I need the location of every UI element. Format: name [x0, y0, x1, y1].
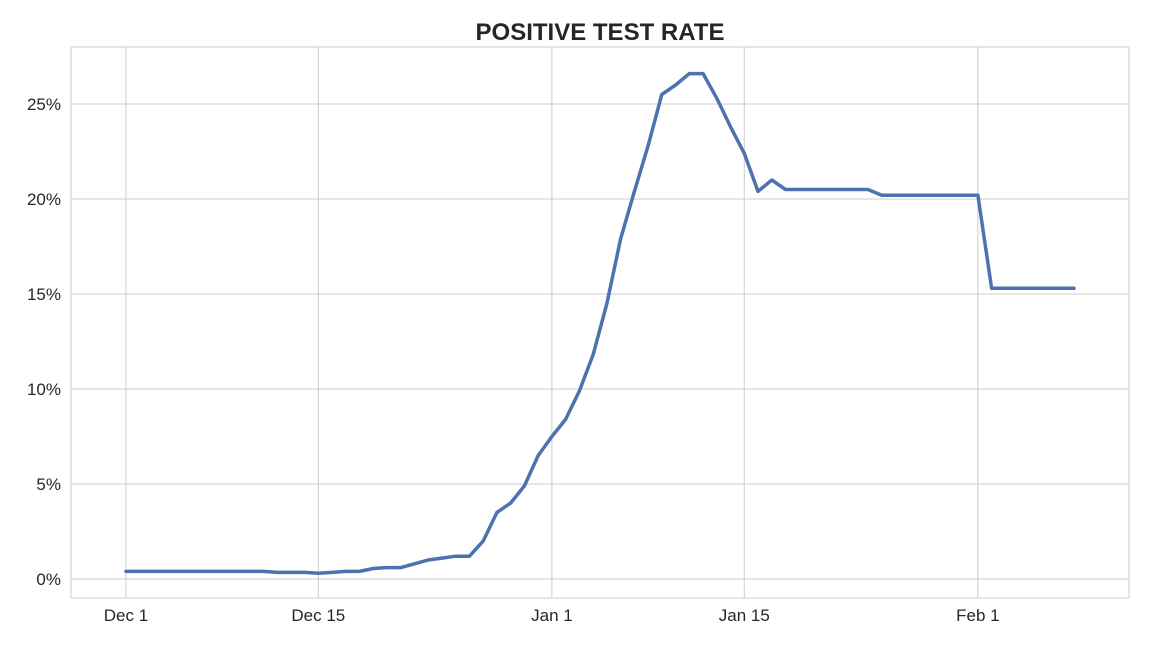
y-tick-label: 10%: [27, 380, 61, 399]
x-tick-label: Jan 15: [719, 606, 770, 625]
y-tick-label: 5%: [36, 475, 61, 494]
series-layer: [124, 71, 1076, 576]
grid-layer: [71, 47, 1129, 598]
y-tick-label: 20%: [27, 190, 61, 209]
x-axis-ticks: Dec 1 Dec 15 Jan 1 Jan 15 Feb 1: [104, 606, 1000, 625]
chart-title: POSITIVE TEST RATE: [476, 19, 725, 46]
x-tick-label: Feb 1: [956, 606, 999, 625]
plot-frame: [70, 46, 1130, 599]
y-tick-label: 15%: [27, 285, 61, 304]
x-tick-label: Dec 15: [291, 606, 345, 625]
series-line-0: [124, 71, 1076, 576]
y-tick-label: 25%: [27, 95, 61, 114]
y-axis-ticks: 0% 5% 10% 15% 20% 25%: [27, 95, 61, 589]
y-tick-label: 0%: [36, 570, 61, 589]
x-tick-label: Dec 1: [104, 606, 148, 625]
x-tick-label: Jan 1: [531, 606, 573, 625]
